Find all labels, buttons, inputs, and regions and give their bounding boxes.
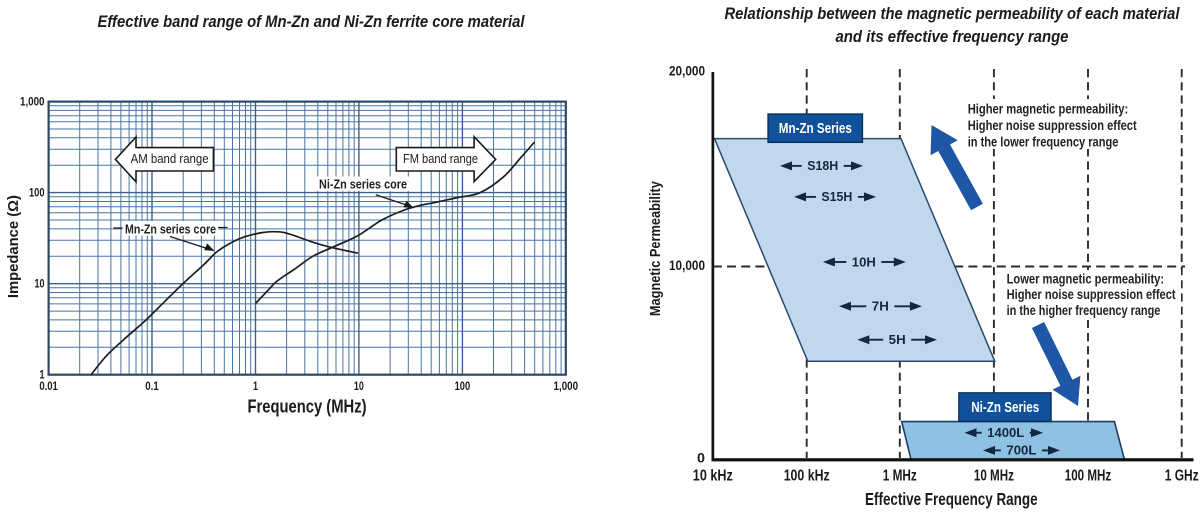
- svg-text:0: 0: [697, 451, 705, 466]
- svg-text:Ni-Zn Series: Ni-Zn Series: [971, 400, 1039, 416]
- svg-text:Mn-Zn series core: Mn-Zn series core: [125, 221, 216, 236]
- svg-text:S15H: S15H: [821, 190, 852, 204]
- svg-text:10 MHz: 10 MHz: [974, 468, 1014, 485]
- svg-text:1: 1: [253, 381, 258, 393]
- svg-text:10: 10: [354, 381, 364, 393]
- svg-text:Ni-Zn series core: Ni-Zn series core: [319, 176, 407, 191]
- svg-text:Magnetic Permeability: Magnetic Permeability: [647, 181, 664, 317]
- svg-text:1: 1: [40, 370, 45, 382]
- svg-text:10 kHz: 10 kHz: [693, 468, 733, 485]
- svg-text:Lower magnetic permeability:: Lower magnetic permeability:: [1007, 271, 1165, 287]
- svg-text:Frequency (MHz): Frequency (MHz): [248, 397, 367, 417]
- svg-text:0.1: 0.1: [145, 381, 159, 393]
- svg-text:100 kHz: 100 kHz: [784, 468, 830, 485]
- svg-text:20,000: 20,000: [669, 64, 705, 79]
- svg-text:AM band range: AM band range: [131, 152, 209, 166]
- svg-text:1400L: 1400L: [987, 426, 1024, 440]
- svg-text:Effective band range of Mn-Zn: Effective band range of Mn-Zn and Ni-Zn …: [98, 13, 525, 31]
- svg-text:700L: 700L: [1006, 444, 1036, 458]
- svg-text:in the lower frequency range: in the lower frequency range: [968, 134, 1119, 150]
- svg-text:1 MHz: 1 MHz: [883, 468, 917, 485]
- svg-text:and its effective frequency ra: and its effective frequency range: [836, 28, 1069, 46]
- svg-text:S18H: S18H: [807, 159, 838, 173]
- svg-text:5H: 5H: [889, 333, 906, 347]
- svg-text:10,000: 10,000: [669, 258, 705, 273]
- svg-text:1,000: 1,000: [20, 97, 45, 109]
- svg-text:1,000: 1,000: [554, 381, 579, 393]
- svg-text:100 MHz: 100 MHz: [1065, 468, 1112, 485]
- svg-text:Higher noise suppression effec: Higher noise suppression effect: [1007, 286, 1176, 302]
- svg-text:100: 100: [29, 188, 45, 200]
- svg-text:100: 100: [455, 381, 471, 393]
- svg-text:1 GHz: 1 GHz: [1165, 468, 1199, 485]
- svg-text:Higher noise suppression effec: Higher noise suppression effect: [968, 117, 1137, 133]
- svg-text:FM band range: FM band range: [403, 152, 478, 166]
- svg-text:10: 10: [35, 279, 45, 291]
- svg-text:Impedance (Ω): Impedance (Ω): [5, 195, 22, 298]
- svg-text:Relationship between the magne: Relationship between the magnetic permea…: [725, 5, 1180, 23]
- svg-text:7H: 7H: [872, 300, 889, 314]
- svg-text:Higher magnetic permeability:: Higher magnetic permeability:: [968, 100, 1128, 116]
- svg-text:0.01: 0.01: [39, 381, 58, 393]
- svg-text:in the higher frequency range: in the higher frequency range: [1007, 302, 1161, 318]
- svg-text:10H: 10H: [852, 255, 876, 269]
- svg-text:Mn-Zn Series: Mn-Zn Series: [779, 121, 852, 137]
- svg-text:Effective Frequency Range: Effective Frequency Range: [865, 489, 1038, 509]
